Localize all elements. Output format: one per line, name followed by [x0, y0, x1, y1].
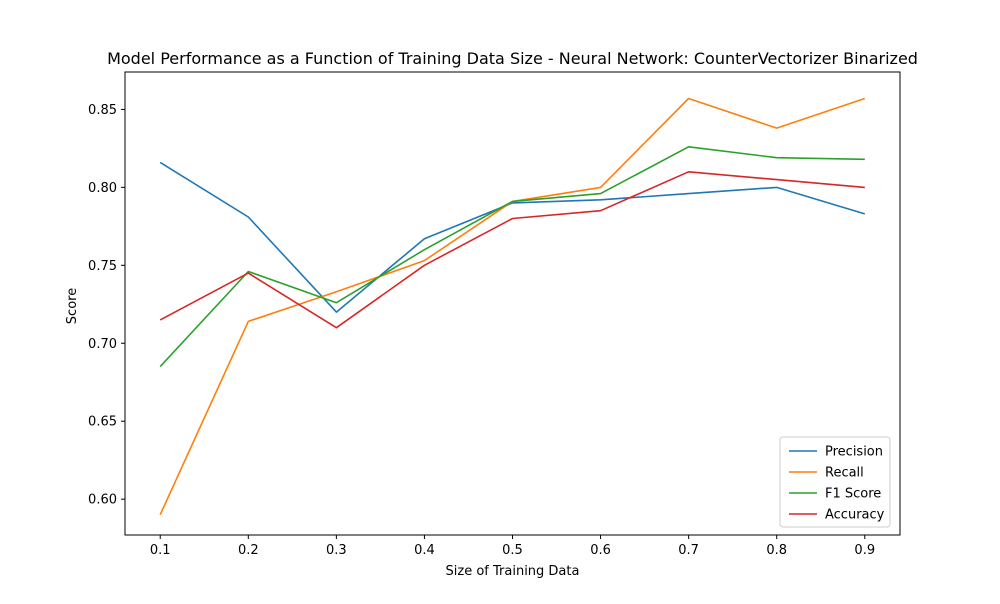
x-axis-label: Size of Training Data [446, 564, 580, 579]
y-axis-ticks: 0.60 0.65 0.70 0.75 0.80 0.85 [88, 103, 125, 508]
chart-title: Model Performance as a Function of Train… [107, 49, 918, 68]
x-tick-label: 0.7 [678, 543, 699, 558]
legend-label-accuracy: Accuracy [825, 508, 885, 523]
y-tick-label: 0.80 [88, 181, 117, 196]
x-tick-label: 0.3 [326, 543, 347, 558]
legend-label-precision: Precision [825, 445, 883, 460]
legend-box [779, 436, 891, 528]
x-tick-label: 0.4 [414, 543, 435, 558]
series-line-f1-score [159, 146, 865, 368]
x-axis-ticks: 0.1 0.2 0.3 0.4 0.5 0.6 0.7 0.8 0.9 [150, 535, 875, 558]
y-tick-label: 0.70 [88, 337, 117, 352]
x-tick-label: 0.2 [238, 543, 259, 558]
y-tick-label: 0.85 [88, 103, 117, 118]
x-tick-label: 0.6 [590, 543, 611, 558]
legend-label-f1-score: F1 Score [825, 487, 881, 502]
series-line-precision [159, 161, 866, 313]
series-line-recall [159, 97, 866, 516]
x-tick-label: 0.1 [150, 543, 171, 558]
y-tick-label: 0.60 [88, 493, 117, 508]
y-tick-label: 0.65 [88, 415, 117, 430]
legend: Precision Recall F1 Score Accuracy [779, 436, 891, 528]
x-tick-label: 0.5 [502, 543, 523, 558]
x-tick-label: 0.8 [766, 543, 787, 558]
series-line-accuracy [159, 171, 865, 329]
legend-label-recall: Recall [825, 466, 864, 481]
y-axis-label: Score [65, 288, 80, 324]
y-tick-label: 0.75 [88, 259, 117, 274]
x-tick-label: 0.9 [854, 543, 875, 558]
series-lines [159, 97, 866, 516]
